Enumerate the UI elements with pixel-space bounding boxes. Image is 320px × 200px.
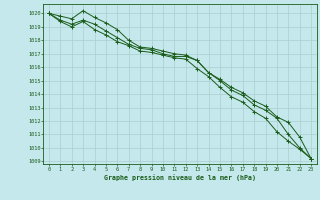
X-axis label: Graphe pression niveau de la mer (hPa): Graphe pression niveau de la mer (hPa): [104, 174, 256, 181]
